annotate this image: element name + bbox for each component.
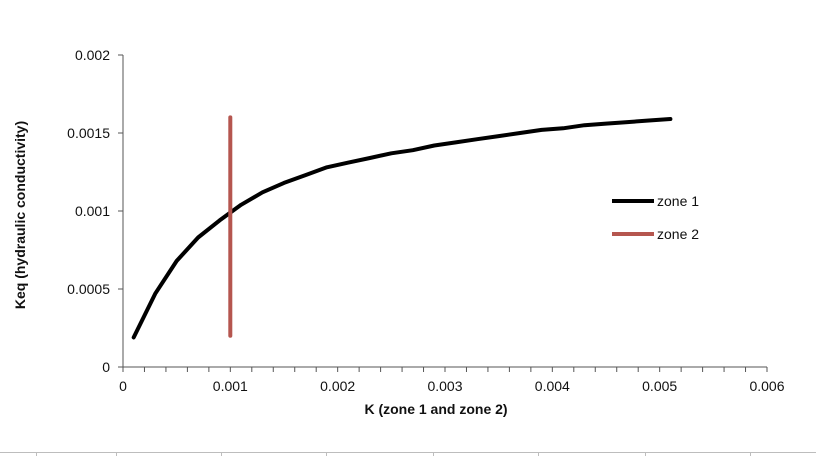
column-separator	[221, 453, 222, 456]
y-axis-title: Keq (hydraulic conductivity)	[12, 121, 28, 309]
y-tick-label: 0.0015	[67, 125, 110, 141]
column-separator	[36, 453, 37, 456]
column-separator	[750, 453, 751, 456]
x-tick-label: 0.001	[213, 378, 248, 394]
x-tick-label: 0.003	[427, 378, 462, 394]
legend-label: zone 1	[657, 193, 699, 209]
column-separator	[538, 453, 539, 456]
x-tick-label: 0.004	[535, 378, 570, 394]
x-axis-title: K (zone 1 and zone 2)	[364, 401, 507, 417]
y-tick-labels: 0 0.0005 0.001 0.0015 0.002	[67, 47, 110, 375]
y-tick-label: 0.002	[75, 47, 110, 63]
legend-label: zone 2	[657, 226, 699, 242]
column-separator	[433, 453, 434, 456]
chart: 0 0.0005 0.001 0.0015 0.002 0 0.001 0.002 0.003…	[12, 47, 785, 417]
x-tick-label: 0.006	[749, 378, 784, 394]
x-tick-labels: 0 0.001 0.002 0.003 0.004 0.005 0.006	[119, 378, 785, 394]
x-tick-label: 0.005	[642, 378, 677, 394]
column-separator	[645, 453, 646, 456]
column-separator	[326, 453, 327, 456]
x-tick-label: 0.002	[320, 378, 355, 394]
plot-area	[131, 115, 673, 340]
axes	[118, 54, 768, 372]
x-tick-label: 0	[119, 378, 127, 394]
y-tick-label: 0.001	[75, 203, 110, 219]
column-separator	[116, 453, 117, 456]
y-tick-label: 0	[102, 359, 110, 375]
divider-line	[0, 452, 816, 453]
legend: zone 1 zone 2	[612, 193, 699, 242]
bottom-strip	[0, 438, 816, 456]
y-tick-label: 0.0005	[67, 281, 110, 297]
series-line-zone-1	[131, 117, 673, 340]
